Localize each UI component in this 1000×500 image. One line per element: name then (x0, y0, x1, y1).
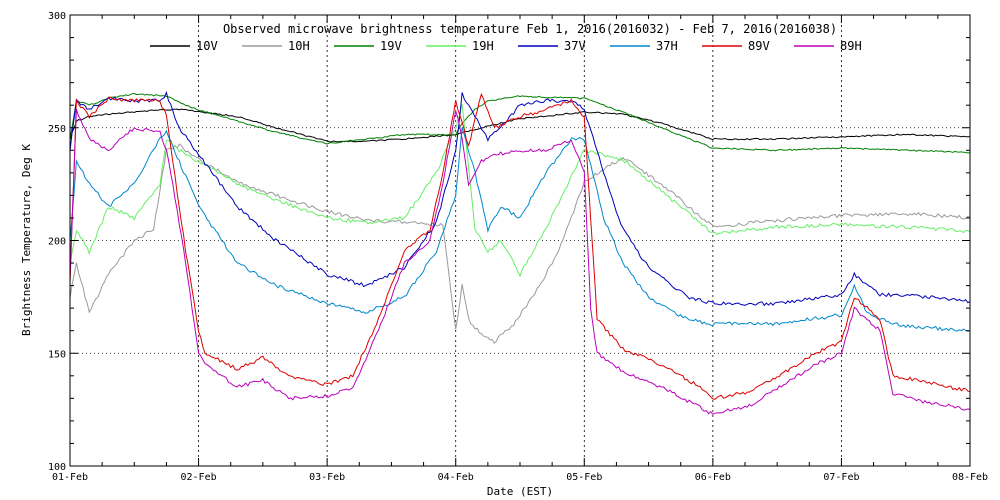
series-line-89v (69, 92, 971, 400)
series-line-37v (69, 90, 971, 307)
y-tick-label: 300 (48, 11, 66, 22)
y-tick-label: 150 (48, 349, 66, 360)
chart-title: Observed microwave brightness temperatur… (223, 22, 837, 36)
legend-label-19h: 19H (472, 39, 494, 53)
grid-lines (70, 15, 970, 466)
y-tick-label: 250 (48, 124, 66, 135)
series-line-10h (69, 143, 971, 345)
x-tick-label: 04-Feb (438, 472, 474, 483)
legend-label-37h: 37H (656, 39, 678, 53)
y-axis-label: Brightness Temperature, Deg K (20, 144, 33, 336)
legend-label-10v: 10V (196, 39, 218, 53)
x-tick-label: 07-Feb (823, 472, 859, 483)
legend-label-10h: 10H (288, 39, 310, 53)
x-tick-label: 05-Feb (566, 472, 602, 483)
y-tick-label: 200 (48, 237, 66, 248)
x-tick-label: 06-Feb (695, 472, 731, 483)
series-line-89h (69, 109, 971, 415)
series-layer (69, 90, 971, 415)
series-line-37h (69, 127, 971, 332)
y-tick-label: 100 (48, 462, 66, 473)
x-tick-label: 01-Feb (52, 472, 88, 483)
legend: 10V 10H 19V 19H 37V 37H 89V 89H (150, 39, 862, 53)
x-tick-label: 03-Feb (309, 472, 345, 483)
axis-ticks: 100 150 200 250 300 01-Feb 02-Feb 03-Feb 04-Feb 0… (48, 11, 988, 483)
series-line-19v (69, 92, 971, 154)
legend-label-89h: 89H (840, 39, 862, 53)
x-tick-label: 02-Feb (181, 472, 217, 483)
legend-label-37v: 37V (564, 39, 586, 53)
legend-label-89v: 89V (748, 39, 770, 53)
x-axis-label: Date (EST) (487, 485, 553, 498)
legend-label-19v: 19V (380, 39, 402, 53)
series-line-19h (69, 103, 971, 278)
x-tick-label: 08-Feb (952, 472, 988, 483)
